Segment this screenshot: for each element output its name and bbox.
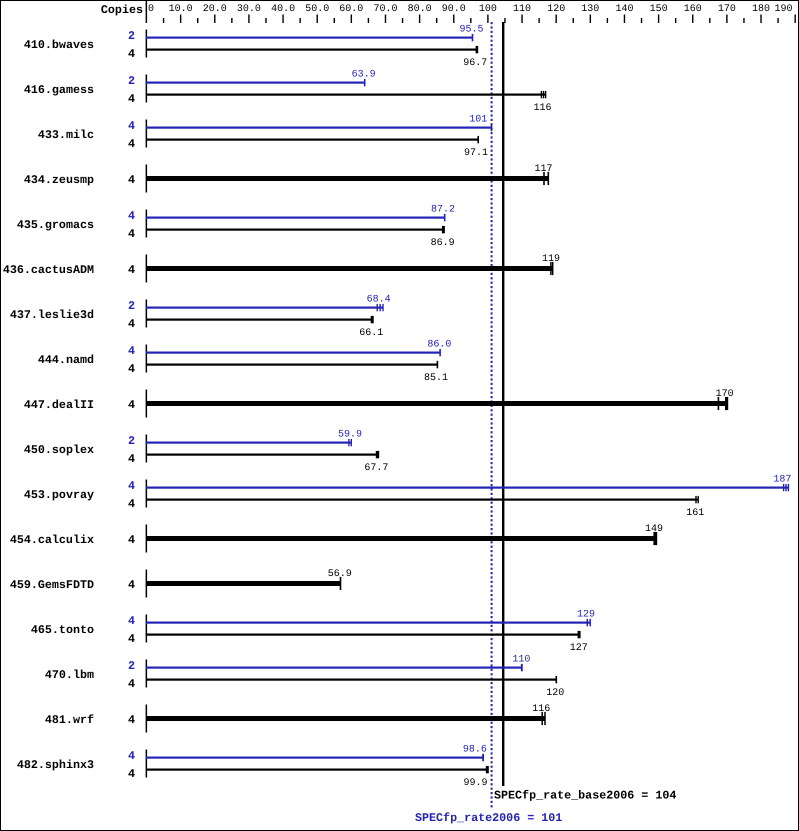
svg-text:4: 4 [128,362,135,376]
svg-text:110: 110 [512,655,530,666]
svg-text:96.7: 96.7 [463,58,487,69]
svg-text:60.0: 60.0 [339,4,363,15]
svg-text:470.lbm: 470.lbm [45,668,94,682]
svg-text:434.zeusmp: 434.zeusmp [24,173,94,187]
svg-text:63.9: 63.9 [352,70,376,81]
svg-text:170: 170 [716,389,734,400]
svg-text:190: 190 [774,4,792,15]
svg-text:87.2: 87.2 [431,205,455,216]
svg-text:67.7: 67.7 [364,463,388,474]
svg-text:4: 4 [128,317,135,331]
svg-text:85.1: 85.1 [424,373,448,384]
svg-text:127: 127 [570,643,588,654]
svg-text:129: 129 [577,610,595,621]
svg-text:Copies: Copies [101,3,143,17]
svg-text:2: 2 [128,434,135,448]
svg-text:4: 4 [128,344,135,358]
svg-text:410.bwaves: 410.bwaves [24,38,94,52]
svg-text:95.5: 95.5 [459,25,483,36]
svg-text:4: 4 [128,614,135,628]
svg-text:68.4: 68.4 [367,295,391,306]
svg-text:4: 4 [128,92,135,106]
svg-text:444.namd: 444.namd [38,353,94,367]
svg-text:450.soplex: 450.soplex [24,443,94,457]
svg-text:SPECfp_rate2006 = 101: SPECfp_rate2006 = 101 [415,811,562,825]
svg-text:4: 4 [128,479,135,493]
svg-text:436.cactusADM: 436.cactusADM [3,263,94,277]
svg-text:100: 100 [479,4,497,15]
svg-text:4: 4 [128,398,135,412]
svg-text:70.0: 70.0 [373,4,397,15]
svg-text:161: 161 [686,508,704,519]
svg-text:116: 116 [533,103,551,114]
svg-text:90.0: 90.0 [442,4,466,15]
svg-text:101: 101 [469,115,487,126]
svg-text:4: 4 [128,227,135,241]
svg-text:416.gamess: 416.gamess [24,83,94,97]
svg-text:160: 160 [684,4,702,15]
svg-text:120: 120 [547,4,565,15]
svg-text:481.wrf: 481.wrf [45,713,94,727]
svg-text:10.0: 10.0 [169,4,193,15]
svg-text:50.0: 50.0 [305,4,329,15]
svg-text:187: 187 [773,475,791,486]
svg-text:149: 149 [645,524,663,535]
svg-text:99.9: 99.9 [463,778,487,789]
svg-text:180: 180 [752,4,770,15]
svg-text:119: 119 [542,254,560,265]
svg-text:4: 4 [128,578,135,592]
svg-text:117: 117 [534,164,552,175]
svg-text:4: 4 [128,47,135,61]
svg-text:4: 4 [128,632,135,646]
svg-text:20.0: 20.0 [203,4,227,15]
svg-text:4: 4 [128,173,135,187]
svg-text:2: 2 [128,29,135,43]
svg-text:435.gromacs: 435.gromacs [17,218,94,232]
svg-text:4: 4 [128,119,135,133]
svg-text:40.0: 40.0 [271,4,295,15]
svg-text:453.povray: 453.povray [24,488,94,502]
svg-text:454.calculix: 454.calculix [10,533,94,547]
svg-text:150: 150 [650,4,668,15]
svg-text:4: 4 [128,767,135,781]
svg-text:98.6: 98.6 [463,745,487,756]
svg-text:4: 4 [128,713,135,727]
svg-text:59.9: 59.9 [338,430,362,441]
svg-text:116: 116 [532,704,550,715]
svg-text:437.leslie3d: 437.leslie3d [10,308,94,322]
svg-text:459.GemsFDTD: 459.GemsFDTD [10,578,94,592]
svg-text:86.9: 86.9 [431,238,455,249]
svg-text:4: 4 [128,263,135,277]
svg-text:SPECfp_rate_base2006 = 104: SPECfp_rate_base2006 = 104 [494,789,676,803]
svg-text:4: 4 [128,137,135,151]
svg-text:0: 0 [148,4,154,15]
svg-text:140: 140 [615,4,633,15]
svg-text:2: 2 [128,299,135,313]
svg-text:4: 4 [128,497,135,511]
svg-text:56.9: 56.9 [328,569,352,580]
svg-text:433.milc: 433.milc [38,128,94,142]
svg-text:4: 4 [128,452,135,466]
svg-text:86.0: 86.0 [427,340,451,351]
svg-text:2: 2 [128,659,135,673]
svg-text:66.1: 66.1 [359,328,383,339]
svg-text:30.0: 30.0 [237,4,261,15]
svg-text:110: 110 [513,4,531,15]
svg-text:482.sphinx3: 482.sphinx3 [17,758,94,772]
svg-text:170: 170 [718,4,736,15]
svg-text:130: 130 [581,4,599,15]
svg-text:97.1: 97.1 [464,148,488,159]
svg-text:465.tonto: 465.tonto [31,623,94,637]
svg-text:2: 2 [128,74,135,88]
svg-text:4: 4 [128,533,135,547]
svg-text:4: 4 [128,209,135,223]
svg-text:447.dealII: 447.dealII [24,398,94,412]
svg-text:4: 4 [128,749,135,763]
svg-text:80.0: 80.0 [408,4,432,15]
svg-text:4: 4 [128,677,135,691]
svg-text:120: 120 [546,688,564,699]
